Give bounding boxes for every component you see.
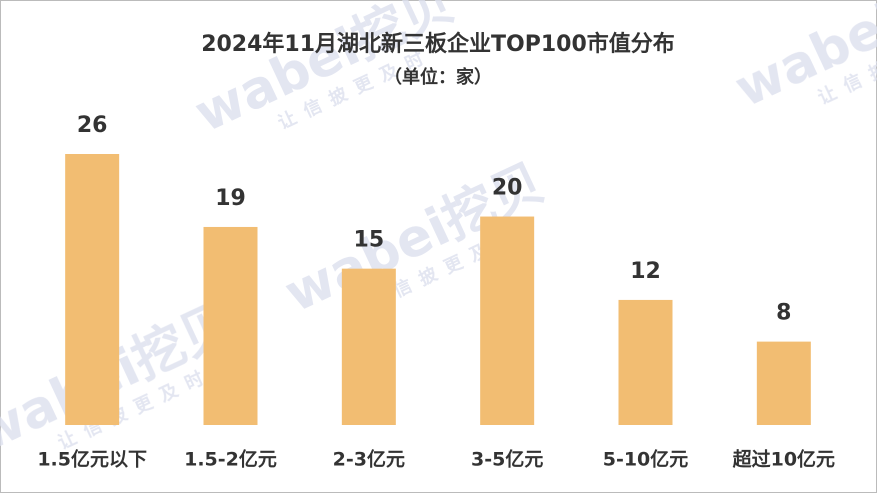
chart-subtitle: （单位：家） [384, 66, 492, 88]
x-tick-label: 5-10亿元 [603, 448, 689, 471]
value-label: 8 [776, 301, 791, 326]
value-label: 12 [630, 259, 661, 284]
value-label: 20 [492, 176, 523, 201]
bar [756, 341, 811, 425]
x-tick-label: 1.5亿元以下 [37, 448, 147, 471]
bar [341, 268, 396, 425]
bar [65, 154, 120, 425]
x-tick-label: 超过10亿元 [732, 448, 835, 471]
value-label: 15 [354, 228, 385, 253]
bar [203, 226, 258, 425]
chart-title: 2024年11月湖北新三板企业TOP100市值分布 [201, 31, 675, 57]
x-tick-label: 2-3亿元 [333, 448, 405, 471]
x-tick-label: 3-5亿元 [471, 448, 543, 471]
value-label: 26 [77, 113, 108, 138]
bar [618, 299, 673, 425]
bar [480, 216, 535, 425]
value-label: 19 [215, 186, 246, 211]
x-tick-label: 1.5-2亿元 [184, 448, 277, 471]
